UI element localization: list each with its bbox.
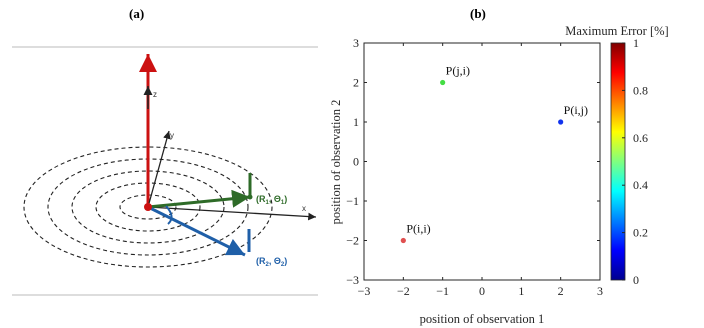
y-tick-label: 2 [353, 76, 359, 90]
y-tick-label: −2 [346, 234, 359, 248]
colorbar-ticks: 0 0.2 0.4 0.6 0.8 1 [622, 36, 648, 287]
data-point-label: P(j,i) [446, 64, 470, 78]
z-axis-label: z [153, 90, 157, 99]
colorbar-tick-label: 1 [633, 36, 639, 50]
colorbar-title: Maximum Error [%] [565, 24, 668, 38]
colorbar [610, 42, 626, 281]
data-point-label: P(i,i) [406, 222, 430, 236]
vector-2 [147, 205, 246, 257]
colorbar-tick-label: 0.4 [633, 178, 648, 192]
colorbar-tick-label: 0 [633, 273, 639, 287]
x-ticks: −3 −2 −1 0 1 2 3 [358, 43, 603, 298]
polar-diagram: z y x (R1, Θ1) (R2, Θ2) [12, 46, 318, 296]
x-tick-label: 3 [597, 284, 603, 298]
y-axis-title: position of observation 2 [329, 100, 343, 225]
panel-label-b: (b) [470, 6, 486, 21]
vector-1-label: (R1, Θ1) [256, 194, 287, 206]
data-point [440, 79, 446, 86]
vector-1-point [247, 194, 253, 200]
data-point-label: P(i,j) [564, 103, 588, 117]
scatter-chart: −3 −2 −1 0 1 2 3 −3 −2 −1 0 1 2 3 P(j,i) P(i,j) P(i,i)… [329, 24, 669, 326]
vector-1 [147, 189, 251, 209]
y-ticks: −3 −2 −1 0 1 2 3 [346, 36, 600, 287]
y-axis-label: y [170, 131, 174, 140]
data-points: P(j,i) P(i,j) P(i,i) [400, 64, 588, 244]
x-tick-label: −1 [436, 284, 449, 298]
x-axis-title: position of observation 1 [420, 312, 545, 326]
x-axis-line [147, 206, 317, 221]
colorbar-tick-label: 0.8 [633, 83, 648, 97]
x-axis-label: x [302, 204, 306, 213]
data-point [400, 237, 406, 244]
y-tick-label: 3 [353, 36, 359, 50]
x-tick-label: 1 [518, 284, 524, 298]
x-tick-label: 0 [479, 284, 485, 298]
y-tick-label: 0 [353, 155, 359, 169]
panel-label-a: (a) [129, 6, 145, 21]
origin-point [144, 203, 152, 211]
y-tick-label: −1 [346, 194, 359, 208]
y-tick-label: 1 [353, 115, 359, 129]
data-point [558, 119, 564, 125]
colorbar-tick-label: 0.6 [633, 131, 648, 145]
angle-arc [165, 205, 173, 225]
x-tick-label: −2 [397, 284, 410, 298]
x-tick-label: 2 [558, 284, 564, 298]
colorbar-tick-label: 0.2 [633, 226, 648, 240]
x-tick-label: −3 [358, 284, 371, 298]
y-axis-line [147, 130, 171, 208]
vector-2-label: (R2, Θ2) [256, 256, 287, 268]
plot-area [363, 42, 601, 281]
y-tick-label: −3 [346, 273, 359, 287]
